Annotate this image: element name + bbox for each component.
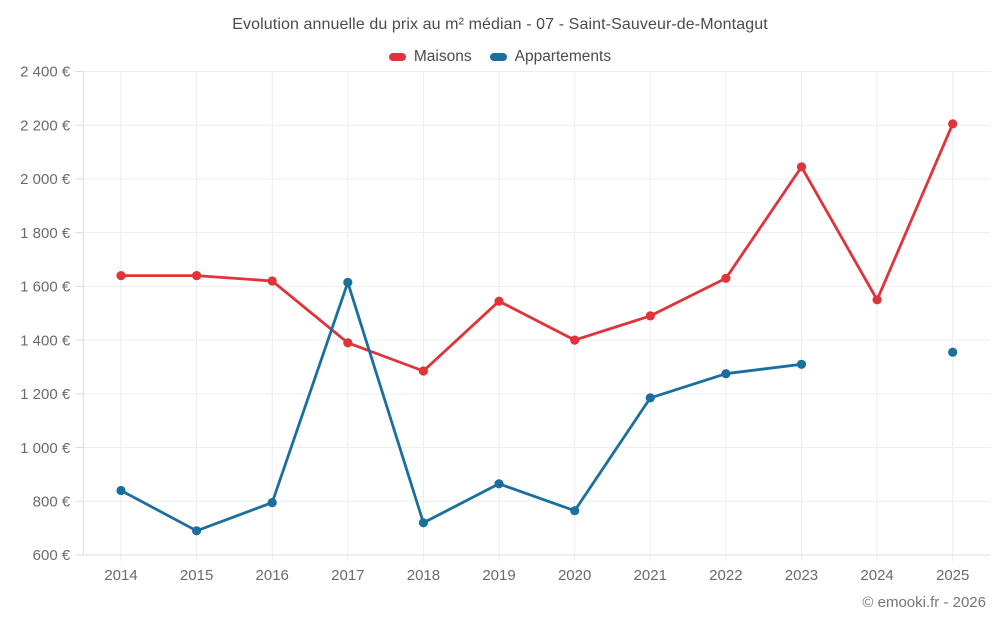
data-point-appartements-2017[interactable] <box>343 277 353 287</box>
data-point-appartements-2016[interactable] <box>267 498 277 508</box>
data-point-appartements-2014[interactable] <box>116 485 126 496</box>
x-tick-label: 2024 <box>860 567 893 584</box>
data-point-maisons-2023[interactable] <box>796 162 807 172</box>
data-point-appartements-2020[interactable] <box>570 506 580 516</box>
y-tick-label: 1 600 € <box>20 279 71 296</box>
data-point-appartements-2025[interactable] <box>948 347 958 357</box>
data-point-maisons-2020[interactable] <box>570 335 580 345</box>
x-tick-label: 2018 <box>407 567 440 584</box>
legend: Maisons Appartements <box>0 46 1000 68</box>
chart-title: Evolution annuelle du prix au m² médian … <box>232 16 768 33</box>
data-point-maisons-2014[interactable] <box>116 271 126 281</box>
data-point-maisons-2016[interactable] <box>267 276 277 286</box>
legend-item-maisons[interactable]: Maisons <box>388 48 472 66</box>
y-tick-label: 800 € <box>33 493 71 510</box>
y-tick-label: 2 000 € <box>20 171 71 188</box>
data-point-appartements-2019[interactable] <box>494 479 504 489</box>
data-point-maisons-2021[interactable] <box>645 311 655 321</box>
x-tick-label: 2014 <box>104 567 137 584</box>
legend-item-appartements[interactable]: Appartements <box>489 48 612 66</box>
y-tick-label: 1 800 € <box>20 225 71 242</box>
data-point-appartements-2021[interactable] <box>645 393 655 403</box>
y-tick-label: 1 200 € <box>20 386 71 403</box>
data-point-appartements-2018[interactable] <box>418 518 428 528</box>
x-tick-label: 2020 <box>558 567 591 584</box>
legend-label-maisons: Maisons <box>413 48 472 65</box>
x-tick-label: 2021 <box>634 567 667 584</box>
series-line-maisons <box>119 122 955 373</box>
legend-swatch-maisons-icon <box>388 53 406 61</box>
x-tick-label: 2017 <box>331 567 364 584</box>
x-tick-label: 2025 <box>936 567 969 584</box>
y-tick-label: 2 400 € <box>20 64 71 81</box>
data-point-maisons-2024[interactable] <box>872 295 882 305</box>
x-tick-label: 2019 <box>482 567 515 584</box>
y-tick-label: 2 200 € <box>20 117 71 134</box>
data-point-maisons-2017[interactable] <box>343 338 353 348</box>
data-point-appartements-2022[interactable] <box>721 369 731 379</box>
data-point-maisons-2019[interactable] <box>494 296 504 306</box>
x-tick-label: 2022 <box>709 567 742 584</box>
data-point-maisons-2018[interactable] <box>418 366 428 376</box>
data-point-appartements-2023[interactable] <box>796 359 807 369</box>
x-tick-label: 2023 <box>785 567 818 584</box>
x-tick-label: 2016 <box>256 567 289 584</box>
data-point-maisons-2015[interactable] <box>192 271 202 281</box>
y-tick-label: 600 € <box>33 547 71 564</box>
data-point-maisons-2025[interactable] <box>948 119 958 129</box>
data-point-maisons-2022[interactable] <box>721 273 731 283</box>
y-tick-label: 1 400 € <box>20 332 71 349</box>
x-tick-label: 2015 <box>180 567 213 584</box>
legend-swatch-appartements-icon <box>489 53 507 61</box>
y-tick-label: 1 000 € <box>20 440 71 457</box>
data-point-appartements-2015[interactable] <box>192 526 202 536</box>
legend-label-appartements: Appartements <box>514 48 612 65</box>
copyright-text: © emooki.fr - 2026 <box>862 594 986 611</box>
